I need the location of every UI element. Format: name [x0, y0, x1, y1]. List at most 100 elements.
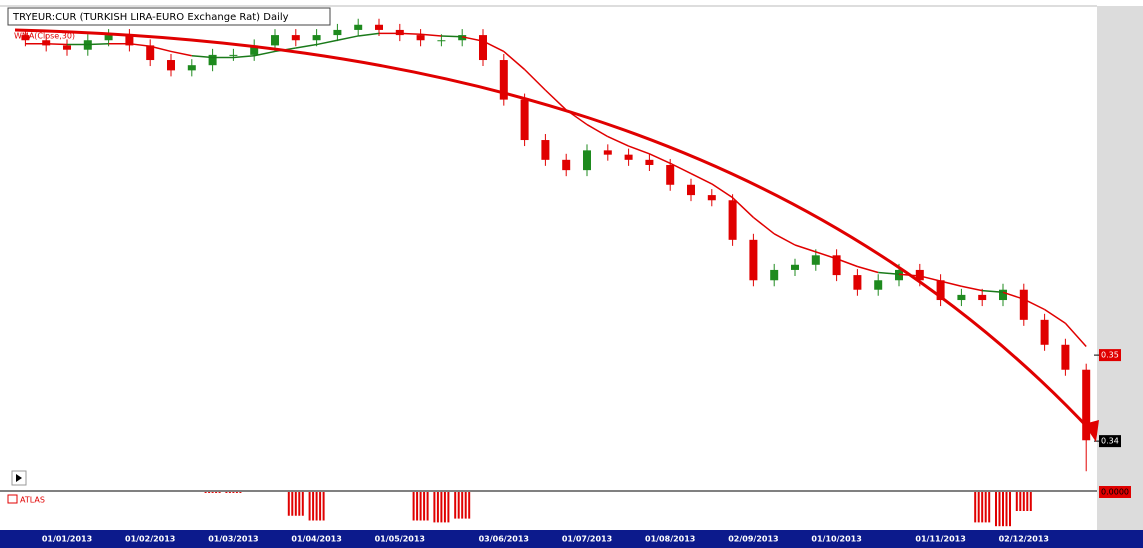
- trend-arrow: [14, 28, 1094, 434]
- trend-arrowhead: [1084, 420, 1099, 442]
- candle-body: [1082, 369, 1091, 441]
- wma-segment: [815, 251, 837, 260]
- candle-body: [853, 275, 862, 290]
- candle-body: [291, 35, 300, 41]
- wma-segment: [586, 123, 609, 138]
- date-bar: [0, 530, 1143, 548]
- wma-segment: [358, 32, 380, 37]
- candle-body: [520, 99, 529, 141]
- candle-body: [541, 140, 550, 160]
- candle-body: [749, 239, 758, 281]
- x-tick-label: 01/07/2013: [562, 535, 612, 544]
- candle-body: [104, 35, 113, 41]
- candle-body: [895, 269, 903, 281]
- wma-segment: [295, 43, 317, 49]
- indicator-icon: [7, 494, 18, 504]
- candle-body: [458, 35, 467, 41]
- candle-body: [354, 24, 363, 30]
- wma-segment: [690, 172, 713, 185]
- x-tick-label: 01/08/2013: [645, 535, 695, 544]
- candle-body: [832, 255, 841, 276]
- candle-body: [21, 35, 30, 41]
- wma-segment: [462, 36, 484, 42]
- wma-segment: [544, 89, 567, 111]
- candle-body: [874, 280, 883, 290]
- wma-segment: [482, 40, 505, 53]
- play-icon: [16, 474, 22, 482]
- wma-segment: [503, 50, 526, 71]
- candle-body: [728, 200, 737, 240]
- candle-body: [583, 150, 591, 171]
- x-tick-label: 02/12/2013: [999, 535, 1049, 544]
- y-tick-label: 0.35: [1101, 351, 1119, 360]
- candle-body: [624, 154, 633, 160]
- x-tick-label: 03/06/2013: [479, 535, 529, 544]
- candle-body: [146, 45, 155, 61]
- wma-segment: [607, 135, 629, 147]
- x-tick-label: 02/09/2013: [728, 535, 778, 544]
- candle-body: [707, 195, 716, 201]
- candle-body: [645, 159, 654, 165]
- x-tick-label: 01/10/2013: [811, 535, 861, 544]
- atlas-tick-label: 0.0000: [1101, 488, 1129, 497]
- candle-body: [666, 164, 675, 185]
- candle-body: [1019, 289, 1028, 320]
- wma-segment: [254, 50, 276, 57]
- candle-body: [687, 184, 695, 196]
- candle-body: [791, 264, 799, 270]
- wma-segment: [129, 42, 151, 48]
- wma-segment: [982, 289, 1004, 294]
- wma-segment: [233, 54, 255, 59]
- candle-body: [125, 35, 134, 46]
- wma-segment: [337, 35, 359, 41]
- wma-segment: [711, 183, 734, 199]
- current-price-box: [1099, 435, 1121, 448]
- candle-body: [312, 35, 321, 41]
- wma-segment: [857, 265, 879, 274]
- legend-wma: WMA(Close,30): [14, 32, 75, 41]
- candle-body: [811, 255, 820, 265]
- wma-segment: [441, 35, 463, 38]
- x-tick-label: 01/05/2013: [375, 535, 425, 544]
- candle-body: [416, 35, 425, 41]
- wma-segment: [1064, 322, 1087, 347]
- candle-body: [957, 294, 966, 301]
- candle-body: [395, 29, 404, 36]
- candle-body: [208, 54, 217, 66]
- candle-body: [1040, 319, 1049, 345]
- candle-body: [999, 289, 1007, 301]
- candle-body: [936, 280, 945, 301]
- wma-segment: [794, 244, 817, 253]
- chart-title: TRYEUR:CUR (TURKISH LIRA-EURO Exchange R…: [12, 12, 289, 23]
- x-tick-label: 01/03/2013: [208, 535, 258, 544]
- wma-segment: [1002, 291, 1025, 300]
- wma-segment: [524, 68, 546, 91]
- candle-body: [437, 40, 446, 42]
- wma-segment: [669, 162, 692, 175]
- candle-body: [271, 35, 279, 46]
- wma-segment: [773, 233, 796, 246]
- candle-body: [250, 45, 259, 55]
- candle-body: [1061, 344, 1070, 370]
- wma-segment: [628, 145, 650, 155]
- candle-body: [63, 45, 71, 50]
- candle-body: [167, 60, 175, 71]
- x-tick-label: 01/01/2013: [42, 535, 92, 544]
- x-tick-label: 01/04/2013: [291, 535, 341, 544]
- wma-segment: [87, 42, 109, 46]
- wma-segment: [420, 33, 442, 37]
- candle-body: [915, 269, 924, 281]
- candle-body: [603, 150, 612, 155]
- candle-body: [333, 29, 342, 36]
- wma-segment: [878, 271, 900, 275]
- candle-body: [562, 159, 571, 171]
- wma-segment: [1044, 308, 1066, 324]
- x-tick-label: 01/11/2013: [915, 535, 965, 544]
- wma-segment: [961, 285, 983, 292]
- wma-segment: [752, 216, 775, 235]
- y-tick-box: [1099, 349, 1121, 362]
- candle-body: [187, 65, 196, 71]
- candle-body: [499, 60, 508, 100]
- indicator-name: ATLAS: [20, 496, 45, 505]
